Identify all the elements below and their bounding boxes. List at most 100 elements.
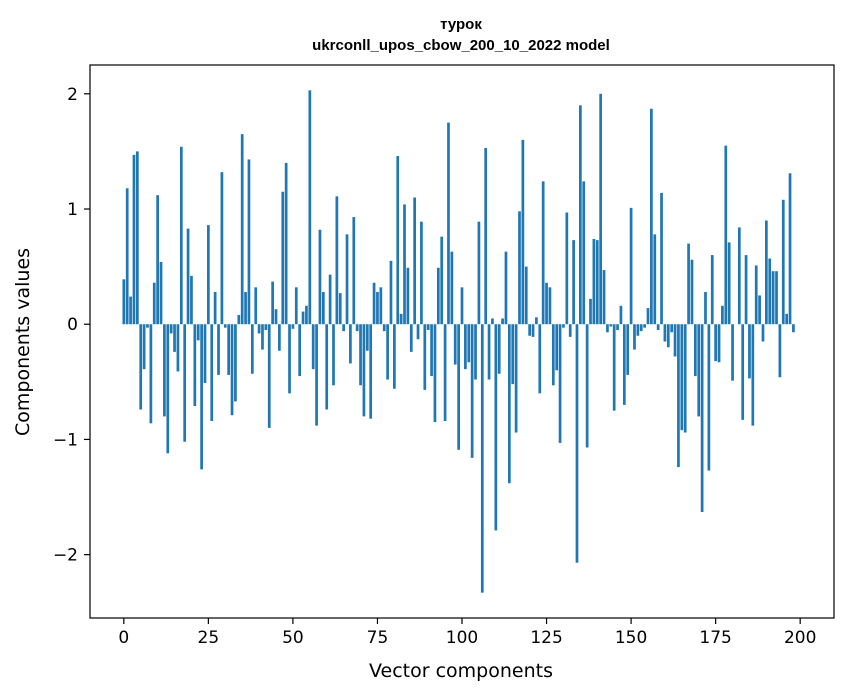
bar — [650, 109, 653, 324]
bar — [241, 134, 244, 324]
bar — [481, 324, 484, 592]
bar — [434, 324, 437, 422]
bar — [637, 324, 640, 336]
bar — [525, 267, 528, 325]
bar — [153, 283, 156, 324]
bar — [643, 324, 646, 327]
bar — [275, 309, 278, 324]
bar — [461, 287, 464, 324]
bar — [383, 324, 386, 331]
bar — [322, 292, 325, 324]
bar — [522, 140, 525, 324]
bar — [467, 324, 470, 362]
y-tick-label: 2 — [67, 85, 78, 105]
bar — [268, 324, 271, 428]
bar — [271, 282, 274, 325]
bar — [305, 306, 308, 324]
bar — [430, 324, 433, 376]
x-tick-label: 0 — [118, 628, 129, 648]
bar — [779, 324, 782, 377]
bar — [593, 239, 596, 324]
bar — [420, 222, 423, 325]
bar — [302, 312, 305, 325]
bar — [680, 324, 683, 430]
bar — [342, 324, 345, 331]
bar — [278, 324, 281, 351]
bar — [488, 324, 491, 379]
bar — [792, 324, 795, 332]
bar — [180, 147, 183, 324]
bar — [329, 275, 332, 325]
bar — [292, 324, 295, 329]
bar — [603, 270, 606, 324]
bar — [393, 324, 396, 389]
y-tick-label: −2 — [53, 546, 78, 566]
bar — [464, 324, 467, 369]
bar — [484, 148, 487, 324]
chart-title-line1: турок — [440, 16, 482, 33]
bar — [129, 297, 132, 325]
bar — [667, 324, 670, 347]
bar — [582, 181, 585, 324]
bar — [660, 193, 663, 324]
bar — [741, 324, 744, 420]
bar — [444, 324, 447, 421]
bar — [258, 324, 261, 333]
bar — [376, 292, 379, 324]
bar — [386, 324, 389, 379]
bar — [545, 283, 548, 324]
bar — [288, 324, 291, 393]
bar — [511, 324, 514, 384]
bar — [609, 324, 612, 326]
bar — [532, 324, 535, 337]
y-axis-label: Components values — [12, 248, 34, 436]
bar — [437, 268, 440, 324]
bar — [143, 324, 146, 369]
bar — [200, 324, 203, 469]
bar — [758, 295, 761, 324]
bar — [379, 287, 382, 324]
bar — [647, 308, 650, 324]
bar — [224, 324, 227, 327]
bar — [427, 324, 430, 330]
bar — [298, 324, 301, 376]
bar — [214, 292, 217, 324]
bar — [745, 255, 748, 324]
bar — [265, 324, 268, 330]
bar — [126, 188, 129, 324]
bar — [640, 324, 643, 331]
bar — [457, 324, 460, 450]
bar — [207, 225, 210, 324]
bar — [586, 324, 589, 447]
bar — [606, 324, 609, 332]
bar — [339, 293, 342, 324]
x-tick-label: 50 — [282, 628, 304, 648]
bar — [221, 172, 224, 324]
bar — [724, 146, 727, 325]
bar — [177, 324, 180, 371]
bars-group — [122, 90, 794, 592]
bar — [423, 324, 426, 390]
bar — [244, 292, 247, 324]
bar — [508, 324, 511, 483]
bar — [261, 324, 264, 349]
bar — [251, 324, 254, 374]
bar — [748, 324, 751, 378]
x-tick-label: 150 — [615, 628, 647, 648]
bar — [542, 181, 545, 324]
bar — [356, 324, 359, 331]
bar — [122, 279, 125, 324]
bar — [332, 324, 335, 385]
bar — [562, 324, 565, 327]
bar — [589, 299, 592, 324]
bar — [146, 324, 149, 327]
bar — [579, 105, 582, 324]
bar — [775, 271, 778, 324]
bar — [183, 324, 186, 442]
x-tick-label: 100 — [446, 628, 478, 648]
bar — [555, 324, 558, 370]
